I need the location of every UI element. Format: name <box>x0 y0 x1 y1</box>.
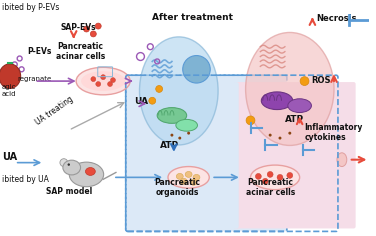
Text: ROS: ROS <box>311 76 331 85</box>
Text: UA: UA <box>135 97 149 106</box>
Ellipse shape <box>90 31 96 37</box>
Ellipse shape <box>183 55 210 83</box>
FancyBboxPatch shape <box>129 82 239 228</box>
Ellipse shape <box>76 67 130 95</box>
Text: ibited by UA: ibited by UA <box>2 175 49 184</box>
Ellipse shape <box>180 178 187 184</box>
Ellipse shape <box>168 167 209 188</box>
Ellipse shape <box>300 77 309 85</box>
Ellipse shape <box>187 132 190 135</box>
Text: Pancreatic
acinar cells: Pancreatic acinar cells <box>246 178 295 197</box>
Ellipse shape <box>176 173 183 179</box>
Ellipse shape <box>85 168 95 175</box>
Text: ibited by P-EVs: ibited by P-EVs <box>2 3 59 12</box>
Ellipse shape <box>178 137 181 139</box>
Ellipse shape <box>190 179 197 185</box>
Ellipse shape <box>246 116 255 125</box>
Text: agic
acid: agic acid <box>2 84 17 97</box>
Ellipse shape <box>193 174 200 180</box>
Text: SAP model: SAP model <box>45 187 92 196</box>
Ellipse shape <box>185 172 192 177</box>
Text: Necrosis: Necrosis <box>316 14 357 23</box>
Ellipse shape <box>277 174 283 180</box>
Ellipse shape <box>261 92 293 110</box>
Ellipse shape <box>255 173 261 179</box>
Ellipse shape <box>267 172 273 177</box>
Ellipse shape <box>149 97 156 104</box>
Ellipse shape <box>95 23 101 29</box>
Ellipse shape <box>81 71 125 91</box>
Text: UA treating: UA treating <box>33 95 74 127</box>
Ellipse shape <box>250 165 300 190</box>
Ellipse shape <box>60 159 68 167</box>
Text: Pancreatic
organoids: Pancreatic organoids <box>154 178 200 197</box>
Ellipse shape <box>279 137 282 139</box>
Ellipse shape <box>288 99 311 113</box>
Ellipse shape <box>157 108 186 123</box>
Ellipse shape <box>96 82 101 86</box>
Ellipse shape <box>111 78 115 83</box>
Ellipse shape <box>269 134 271 137</box>
Ellipse shape <box>246 33 334 145</box>
Ellipse shape <box>108 82 112 86</box>
Text: After treatment: After treatment <box>152 13 233 22</box>
Text: ATP: ATP <box>285 115 304 124</box>
Text: Pancreatic
acinar cells: Pancreatic acinar cells <box>56 42 105 61</box>
Ellipse shape <box>91 77 96 82</box>
FancyBboxPatch shape <box>234 82 356 228</box>
Text: Inflammatory
cytokines: Inflammatory cytokines <box>305 123 363 142</box>
Ellipse shape <box>0 64 21 88</box>
Text: SAP-EVs: SAP-EVs <box>61 23 97 32</box>
Text: P-EVs: P-EVs <box>27 46 52 56</box>
Ellipse shape <box>63 160 80 175</box>
Ellipse shape <box>101 75 106 80</box>
Ellipse shape <box>139 37 218 145</box>
Ellipse shape <box>176 119 197 131</box>
Ellipse shape <box>288 132 291 135</box>
Ellipse shape <box>69 162 104 187</box>
Text: ATP: ATP <box>160 141 179 150</box>
Ellipse shape <box>156 85 162 92</box>
Text: regranate: regranate <box>18 76 52 82</box>
Ellipse shape <box>337 153 347 167</box>
Ellipse shape <box>262 178 268 184</box>
Ellipse shape <box>68 163 70 166</box>
Text: UA: UA <box>2 152 17 162</box>
Ellipse shape <box>287 173 293 178</box>
FancyBboxPatch shape <box>126 75 287 231</box>
Ellipse shape <box>170 134 173 137</box>
Ellipse shape <box>83 26 89 32</box>
